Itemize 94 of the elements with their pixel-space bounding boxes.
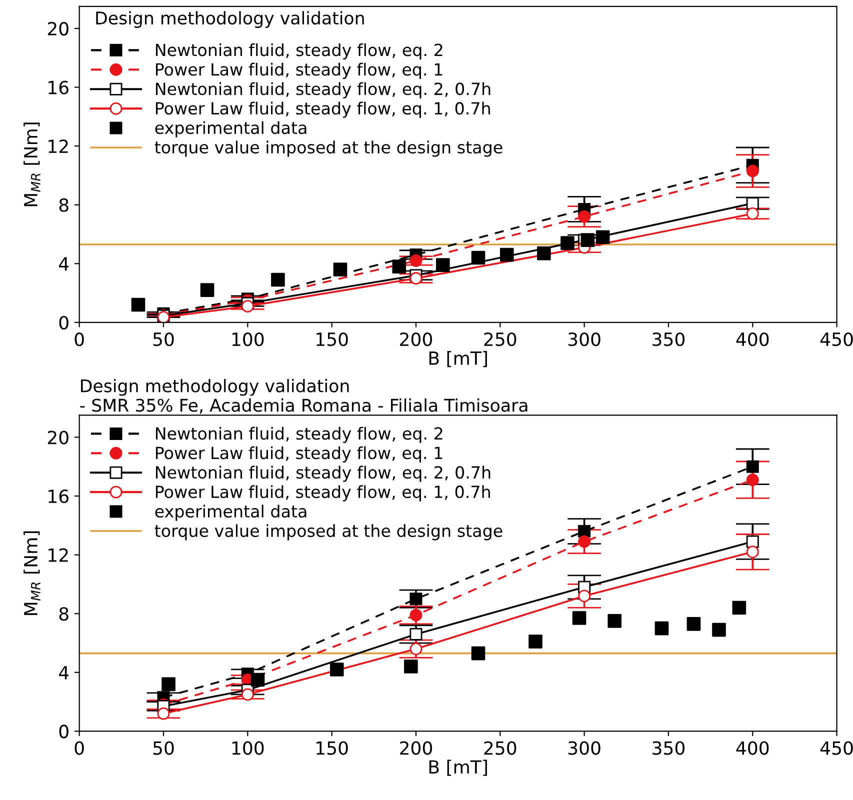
point bbox=[578, 535, 591, 548]
x-tick-label: 400 bbox=[736, 741, 769, 755]
x-tick-label: 350 bbox=[652, 741, 684, 755]
x-tick-label: 100 bbox=[232, 741, 264, 755]
point bbox=[746, 546, 759, 558]
point bbox=[271, 272, 285, 287]
point bbox=[746, 474, 759, 486]
point bbox=[608, 614, 622, 628]
point bbox=[578, 210, 591, 223]
point bbox=[746, 164, 759, 178]
point bbox=[410, 608, 422, 622]
chart-title: Design methodology validation bbox=[96, 11, 364, 28]
y-tick-label: 16 bbox=[48, 489, 68, 504]
legend-label: Newtonian fluid, steady flow, eq. 2, 0.7h bbox=[156, 466, 490, 482]
x-tick-label: 200 bbox=[400, 741, 432, 755]
y-axis-title: M$_{MR}$ [Nm] bbox=[24, 531, 40, 615]
point bbox=[410, 628, 422, 640]
x-tick-label: 0 bbox=[74, 332, 84, 346]
y-tick-label: 12 bbox=[48, 548, 68, 562]
point bbox=[410, 254, 422, 267]
x-tick-label: 450 bbox=[820, 332, 853, 346]
y-tick-label: 20 bbox=[48, 430, 68, 444]
x-tick-label: 50 bbox=[153, 332, 174, 346]
x-tick-label: 350 bbox=[652, 332, 684, 346]
y-tick-label: 4 bbox=[59, 666, 69, 680]
point bbox=[686, 617, 701, 631]
y-tick-label: 8 bbox=[59, 198, 68, 212]
point bbox=[241, 688, 254, 701]
point bbox=[436, 258, 450, 272]
x-tick-label: 200 bbox=[400, 332, 432, 346]
point bbox=[241, 300, 254, 312]
point bbox=[471, 646, 486, 660]
x-tick-label: 250 bbox=[484, 741, 516, 755]
point bbox=[572, 611, 586, 625]
y-tick-label: 12 bbox=[48, 139, 68, 153]
point bbox=[500, 248, 514, 262]
y-tick-label: 0 bbox=[59, 724, 68, 738]
point bbox=[654, 621, 669, 636]
x-tick-label: 300 bbox=[568, 741, 600, 755]
legend-label: Power Law fluid, steady flow, eq. 1, 0.7h bbox=[156, 102, 490, 118]
point bbox=[404, 660, 418, 674]
point bbox=[330, 662, 344, 676]
legend-label: experimental data bbox=[155, 504, 306, 521]
x-tick-label: 450 bbox=[820, 741, 853, 755]
point bbox=[410, 272, 422, 285]
point bbox=[131, 298, 146, 312]
x-tick-label: 50 bbox=[153, 741, 174, 755]
legend-label: Newtonian fluid, steady flow, eq. 2, 0.7h bbox=[156, 82, 490, 98]
legend-label: torque value imposed at the design stage bbox=[154, 140, 502, 157]
legend-label: experimental data bbox=[155, 121, 306, 138]
x-tick-label: 250 bbox=[484, 332, 516, 346]
point bbox=[392, 260, 406, 274]
y-tick-label: 8 bbox=[59, 607, 68, 621]
point bbox=[712, 622, 726, 637]
point bbox=[578, 590, 591, 602]
x-axis-title: B [mT] bbox=[429, 350, 487, 368]
point bbox=[596, 230, 610, 244]
point bbox=[410, 592, 422, 606]
point bbox=[578, 525, 591, 538]
x-tick-label: 400 bbox=[736, 332, 769, 346]
point bbox=[157, 707, 170, 720]
point bbox=[537, 246, 551, 260]
x-tick-label: 0 bbox=[74, 741, 84, 755]
legend-label: Power Law fluid, steady flow, eq. 1 bbox=[156, 62, 442, 79]
x-tick-label: 100 bbox=[232, 332, 264, 346]
x-axis-title: B [mT] bbox=[429, 760, 487, 776]
point bbox=[580, 233, 595, 247]
point bbox=[560, 236, 574, 250]
point bbox=[471, 250, 486, 265]
legend-label: Newtonian fluid, steady flow, eq. 2 bbox=[156, 426, 442, 443]
point bbox=[732, 600, 746, 615]
point bbox=[333, 262, 348, 276]
point bbox=[162, 677, 176, 692]
legend-label: Newtonian fluid, steady flow, eq. 2 bbox=[156, 43, 442, 60]
point bbox=[746, 197, 759, 210]
point bbox=[250, 672, 265, 687]
y-axis-title: M$_{MR}$ [Nm] bbox=[24, 122, 40, 206]
point bbox=[746, 535, 759, 548]
point bbox=[410, 642, 422, 656]
point bbox=[200, 283, 214, 297]
x-tick-label: 150 bbox=[316, 332, 348, 346]
x-tick-label: 150 bbox=[316, 741, 348, 755]
legend-label: Power Law fluid, steady flow, eq. 1 bbox=[156, 446, 442, 462]
chart-title: Design methodology validation - SMR 35% Fe, Academia Romana - Filiala Timisoara bbox=[80, 378, 528, 414]
point bbox=[528, 634, 542, 648]
y-tick-label: 4 bbox=[59, 257, 69, 270]
y-tick-label: 0 bbox=[59, 316, 68, 330]
y-tick-label: 20 bbox=[48, 22, 68, 36]
legend-label: Power Law fluid, steady flow, eq. 1, 0.7h bbox=[156, 485, 490, 502]
legend-label: torque value imposed at the design stage bbox=[154, 524, 502, 540]
point bbox=[746, 207, 759, 220]
y-tick-label: 16 bbox=[48, 80, 68, 94]
x-tick-label: 300 bbox=[568, 332, 600, 346]
point bbox=[746, 460, 759, 473]
